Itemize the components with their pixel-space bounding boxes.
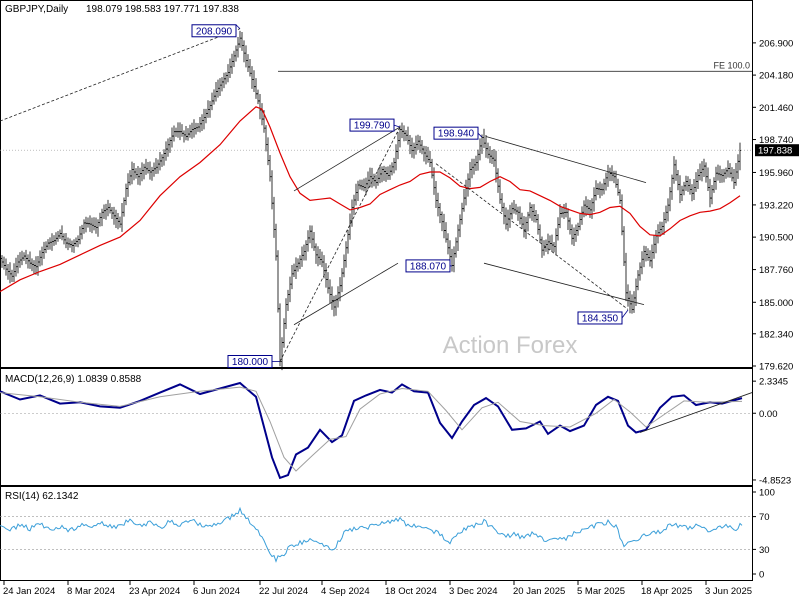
rsi-y-tick-label: 30 (759, 545, 770, 556)
x-tick-label: 18 Apr 2025 (641, 586, 692, 597)
x-tick-label: 6 Jun 2024 (193, 586, 240, 597)
trendline (0, 28, 241, 122)
rsi-panel (0, 486, 753, 581)
price-annotation: 199.790 (354, 121, 391, 132)
x-tick-label: 8 Mar 2024 (67, 586, 115, 597)
current-price-tag (755, 144, 799, 157)
y-tick-label: 193.220 (759, 200, 793, 211)
y-tick-label: 195.960 (759, 168, 793, 179)
annotation-pointer (477, 132, 483, 138)
rsi-line (0, 506, 743, 563)
price-annotation: 208.090 (196, 26, 233, 37)
y-tick-label: 204.180 (759, 71, 793, 82)
price-layer: FE 100.0 208.090 199.790 198.940 188.070 184.… (0, 24, 752, 371)
y-tick-label: 182.340 (759, 329, 793, 340)
rsi-y-tick-label: 100 (759, 488, 775, 499)
macd-series-macd (0, 381, 743, 480)
price-annotation-box (191, 24, 237, 38)
annotation-pointer (621, 309, 629, 319)
price-annotation: 198.940 (438, 129, 475, 140)
symbol-label: GBPJPY,Daily (5, 4, 68, 15)
axis-layer: 206.900 204.180 201.460 198.740 195.960 193.2… (3, 38, 799, 597)
x-tick-label: 20 Jan 2025 (513, 586, 565, 597)
watermark: Action Forex (443, 332, 578, 359)
y-tick-label: 201.460 (759, 103, 793, 114)
y-tick-label: 179.620 (759, 362, 793, 373)
price-annotation: 184.350 (582, 313, 619, 324)
y-tick-label: 206.900 (759, 38, 793, 49)
trendline (279, 126, 401, 362)
moving-average-line (0, 106, 741, 293)
macd-panel (0, 368, 753, 486)
fe-level-label: FE 100.0 (713, 60, 750, 70)
main-panel (0, 0, 753, 368)
rsi-y-tick-label: 70 (759, 512, 770, 523)
trendline (485, 136, 647, 184)
macd-y-tick-label: 2.3345 (759, 377, 788, 388)
x-tick-label: 3 Jun 2025 (705, 586, 752, 597)
trendline (483, 262, 645, 306)
rsi-title: RSI(14) 62.1342 (5, 491, 79, 502)
price-annotation: 180.000 (232, 357, 269, 368)
macd-series-signal (0, 386, 743, 472)
macd-y-tick-label: -4.8523 (759, 475, 791, 486)
x-tick-label: 3 Dec 2024 (449, 586, 498, 597)
macd-layer (0, 381, 753, 480)
x-tick-label: 23 Apr 2024 (129, 586, 180, 597)
annotation-pointer (235, 24, 241, 30)
macd-title: MACD(12,26,9) 1.0839 0.8588 (5, 374, 142, 385)
rsi-layer (0, 506, 752, 563)
y-tick-label: 187.760 (759, 265, 793, 276)
macd-series-trendline (639, 392, 753, 433)
x-tick-label: 22 Jul 2024 (259, 586, 308, 597)
ohlc-readout: 198.079 198.583 197.771 197.838 (86, 4, 239, 15)
x-tick-label: 24 Jan 2024 (3, 586, 55, 597)
y-tick-label: 185.000 (759, 298, 793, 309)
x-tick-label: 4 Sep 2024 (321, 586, 370, 597)
price-annotation: 188.070 (410, 261, 447, 272)
macd-y-tick-label: 0.00 (759, 409, 778, 420)
trendline (293, 126, 401, 192)
trendline (435, 163, 629, 310)
x-tick-label: 5 Mar 2025 (577, 586, 625, 597)
y-tick-label: 190.500 (759, 233, 793, 244)
rsi-y-tick-label: 0 (759, 570, 764, 581)
annotation-pointer (393, 124, 401, 128)
trendline (293, 262, 399, 326)
current-price-value: 197.838 (758, 146, 792, 157)
x-tick-label: 18 Oct 2024 (385, 586, 437, 597)
y-tick-label: 198.740 (759, 135, 793, 146)
